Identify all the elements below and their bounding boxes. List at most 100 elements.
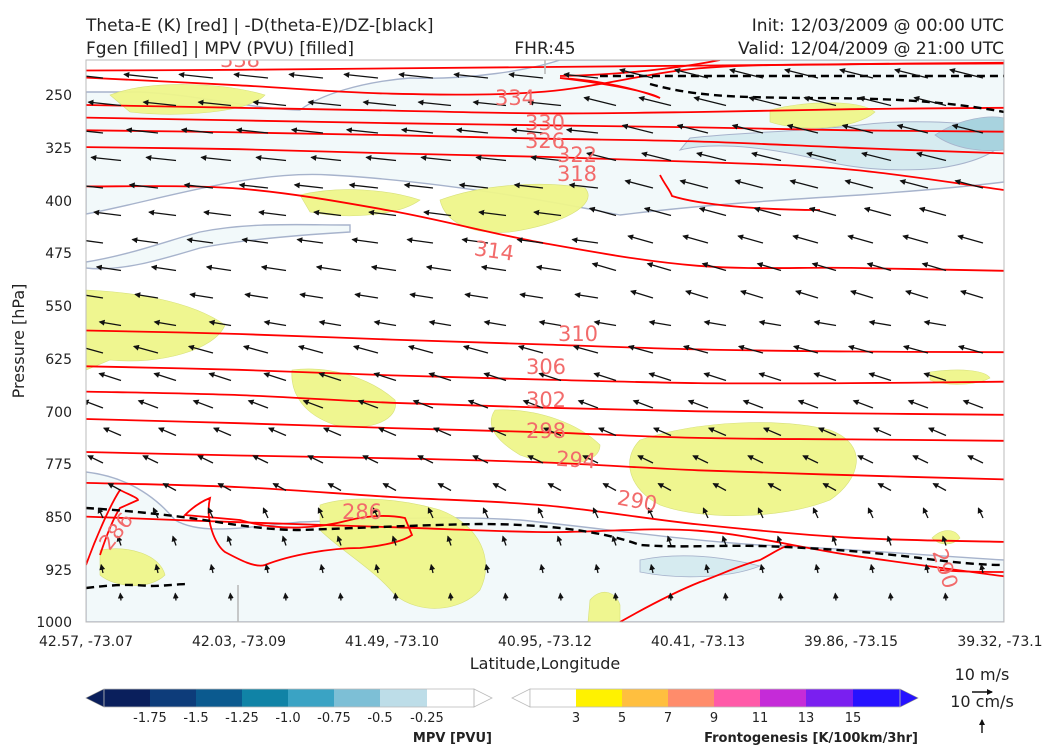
wind-vector-261 bbox=[822, 483, 837, 492]
x-tick-3: 41.49, -73.10 bbox=[345, 634, 439, 650]
wind-vector-210 bbox=[742, 399, 764, 409]
wind-vector-7 bbox=[453, 71, 489, 79]
wind-vector-12 bbox=[729, 68, 764, 79]
wind-vector-139 bbox=[464, 292, 489, 299]
wind-vector-223 bbox=[542, 427, 562, 437]
colorbar-mpv-bin-5 bbox=[288, 689, 334, 707]
theta-e-contour-local-4 bbox=[559, 60, 721, 77]
contour-label-314: 314 bbox=[473, 236, 516, 265]
wind-vector-104 bbox=[351, 237, 379, 244]
wind-vector-211 bbox=[797, 399, 819, 409]
wind-vector-252 bbox=[327, 483, 342, 492]
wind-vector-177 bbox=[737, 344, 764, 354]
wind-vector-274 bbox=[647, 507, 654, 519]
colorbar-mpv-bin-6 bbox=[334, 689, 380, 707]
wind-vector-255 bbox=[492, 483, 507, 492]
wind-vector-84 bbox=[148, 209, 177, 217]
wind-vector-29 bbox=[748, 95, 782, 107]
wind-vector-117 bbox=[150, 264, 177, 272]
colorbar-fgen-extend-high bbox=[899, 688, 919, 708]
wind-vector-328 bbox=[887, 592, 894, 601]
wind-vector-58 bbox=[530, 154, 562, 162]
wind-vector-209 bbox=[687, 399, 709, 409]
wind-vector-124 bbox=[535, 264, 562, 272]
wind-vector-75 bbox=[568, 182, 599, 189]
x-tick-7: 39.32, -73.1 bbox=[957, 634, 1042, 650]
colorbar-mpv-bin-1 bbox=[104, 689, 150, 707]
wind-vector-18 bbox=[142, 99, 177, 107]
wind-vector-163 bbox=[868, 319, 892, 327]
wind-vector-231 bbox=[87, 455, 104, 464]
wind-vector-45 bbox=[731, 123, 764, 134]
wind-vector-63 bbox=[806, 151, 837, 162]
wind-vector-296 bbox=[941, 535, 948, 546]
x-tick-1: 42.57, -73.07 bbox=[39, 634, 133, 650]
wind-vector-152 bbox=[263, 319, 287, 327]
wind-vector-61 bbox=[696, 151, 727, 162]
theta-e-contour-310-7 bbox=[86, 329, 1004, 354]
wind-vector-266 bbox=[207, 507, 214, 519]
wind-vector-110 bbox=[682, 234, 709, 244]
colorbar-mpv-bin-7 bbox=[380, 689, 427, 707]
wind-vector-71 bbox=[348, 182, 379, 189]
wind-vector-197 bbox=[923, 372, 947, 382]
wind-vector-24 bbox=[472, 99, 507, 107]
wind-vector-173 bbox=[517, 344, 544, 354]
wind-vector-253 bbox=[382, 483, 397, 492]
wind-vector-55 bbox=[365, 154, 397, 162]
wind-vector-151 bbox=[208, 319, 232, 327]
wind-vector-72 bbox=[403, 182, 434, 189]
wind-vector-28 bbox=[693, 95, 727, 107]
wind-vector-199 bbox=[137, 399, 159, 409]
wind-vector-251 bbox=[272, 483, 287, 492]
wind-vector-140 bbox=[519, 292, 544, 299]
wind-vector-256 bbox=[547, 483, 562, 492]
wind-vector-232 bbox=[142, 455, 159, 464]
wind-vector-268 bbox=[317, 507, 324, 519]
wind-vector-137 bbox=[354, 292, 379, 299]
wind-vector-245 bbox=[857, 455, 874, 464]
contour-label-306: 306 bbox=[526, 355, 566, 379]
wind-vector-122 bbox=[425, 264, 452, 272]
y-tick-850: 850 bbox=[45, 510, 72, 526]
colorbar-mpv-bin-2 bbox=[150, 689, 196, 707]
wind-vector-239 bbox=[527, 455, 544, 464]
wind-vector-222 bbox=[487, 427, 507, 437]
theta-e-contour-306-8 bbox=[86, 365, 1004, 385]
wind-vector-66 bbox=[86, 185, 104, 189]
wind-vector-212 bbox=[852, 399, 874, 409]
wind-vector-99 bbox=[86, 240, 104, 244]
wind-vector-167 bbox=[187, 344, 214, 354]
wind-vector-38 bbox=[345, 127, 379, 134]
wind-vector-234 bbox=[252, 455, 269, 464]
wind-vector-184 bbox=[208, 372, 232, 382]
wind-vector-118 bbox=[205, 264, 232, 272]
colorbar-fgen-bin-2 bbox=[576, 689, 622, 707]
theta-e-contour-334-1 bbox=[86, 61, 1004, 96]
wind-vector-49 bbox=[951, 123, 984, 134]
wind-vector-205 bbox=[467, 399, 489, 409]
wind-vector-56 bbox=[420, 154, 452, 162]
wind-vector-20 bbox=[252, 99, 287, 107]
wind-vector-188 bbox=[428, 372, 452, 382]
wind-vector-168 bbox=[242, 344, 269, 354]
plot-area: 338 334 330 326 322 318 314 310 306 302 … bbox=[86, 60, 1004, 622]
wind-vector-294 bbox=[831, 535, 838, 546]
wind-vector-93 bbox=[643, 206, 672, 217]
theta-e-contour-302-9 bbox=[86, 390, 1004, 416]
contour-label-334: 334 bbox=[495, 86, 535, 110]
wind-vector-68 bbox=[183, 182, 214, 189]
colorbar-mpv-tick-7: -0.25 bbox=[410, 711, 444, 726]
wind-vector-146 bbox=[850, 289, 874, 299]
wind-vector-303 bbox=[429, 563, 436, 574]
wind-vector-59 bbox=[586, 151, 617, 162]
wind-vector-236 bbox=[362, 455, 379, 464]
contour-label-318: 318 bbox=[557, 162, 597, 186]
wind-vector-78 bbox=[734, 179, 764, 189]
wind-vector-304 bbox=[484, 563, 491, 574]
wind-vectors bbox=[86, 68, 986, 601]
wind-vector-116 bbox=[95, 264, 122, 272]
y-tick-700: 700 bbox=[45, 405, 72, 421]
theta-e-contour-330-2 bbox=[86, 104, 1004, 115]
wind-vector-69 bbox=[238, 182, 269, 189]
